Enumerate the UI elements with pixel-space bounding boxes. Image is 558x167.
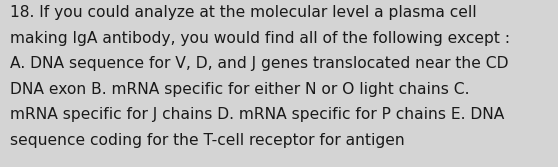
Text: making IgA antibody, you would find all of the following except :: making IgA antibody, you would find all … xyxy=(10,31,510,46)
Text: 18. If you could analyze at the molecular level a plasma cell: 18. If you could analyze at the molecula… xyxy=(10,5,477,20)
Text: mRNA specific for J chains D. mRNA specific for P chains E. DNA: mRNA specific for J chains D. mRNA speci… xyxy=(10,107,504,122)
Text: DNA exon B. mRNA specific for either N or O light chains C.: DNA exon B. mRNA specific for either N o… xyxy=(10,82,469,97)
Text: sequence coding for the T-cell receptor for antigen: sequence coding for the T-cell receptor … xyxy=(10,133,405,148)
Text: A. DNA sequence for V, D, and J genes translocated near the CD: A. DNA sequence for V, D, and J genes tr… xyxy=(10,56,508,71)
